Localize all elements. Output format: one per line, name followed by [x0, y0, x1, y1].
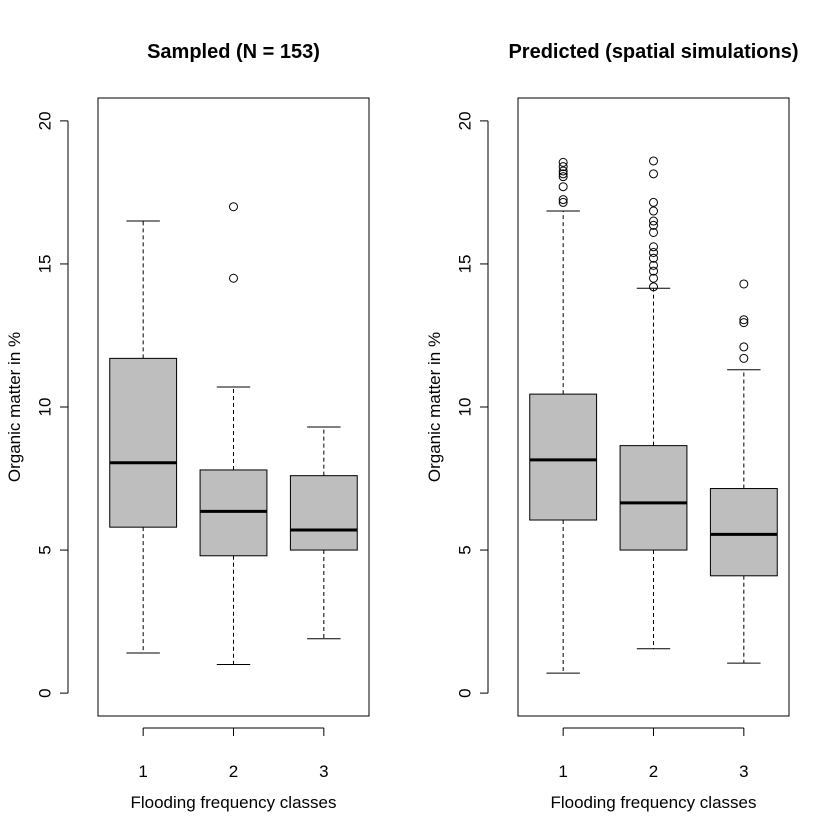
- chart-title: Sampled (N = 153): [147, 41, 320, 63]
- y-tick-label: 5: [455, 545, 474, 554]
- x-axis-label: Flooding frequency classes: [130, 793, 336, 812]
- outlier-point: [649, 156, 658, 166]
- y-tick-label: 10: [35, 398, 54, 417]
- iqr-box: [289, 475, 358, 551]
- x-tick-label: 2: [649, 762, 658, 781]
- x-tick-label: 1: [558, 762, 567, 781]
- y-tick-label: 0: [35, 688, 54, 697]
- panel-1: Sampled (N = 153) 0 5 10 15 20 Organic matter …: [5, 41, 370, 812]
- outlier-point: [558, 172, 568, 182]
- iqr-box: [529, 393, 598, 521]
- y-tick-label: 20: [35, 111, 54, 130]
- outlier-point: [558, 166, 568, 176]
- outlier-point: [649, 260, 658, 270]
- outlier-point: [229, 202, 238, 212]
- y-axis-label: Organic matter in %: [425, 332, 444, 482]
- outlier-point: [649, 266, 658, 276]
- outlier-point: [649, 206, 658, 216]
- box-category-1: [529, 157, 598, 674]
- y-axis-label: Organic matter in %: [5, 332, 24, 482]
- plot-frame: [97, 97, 370, 717]
- outlier-point: [649, 248, 658, 257]
- outlier-point: [558, 157, 568, 167]
- box-category-3: [289, 426, 358, 640]
- outlier-point: [649, 216, 658, 226]
- outlier-point: [649, 282, 658, 292]
- outlier-point: [649, 220, 658, 230]
- y-tick-label: 20: [455, 111, 474, 130]
- x-axis-label: Flooding frequency classes: [550, 793, 756, 812]
- outlier-point: [739, 279, 749, 289]
- y-tick-label: 0: [455, 688, 474, 697]
- outlier-point: [649, 169, 658, 179]
- box-category-2: [619, 156, 688, 650]
- outlier-point: [649, 242, 658, 252]
- outlier-point: [649, 273, 658, 283]
- y-tick-label: 15: [455, 254, 474, 273]
- outlier-point: [558, 197, 568, 207]
- box-category-3: [709, 279, 778, 664]
- chart-title: Predicted (spatial simulations): [508, 41, 798, 63]
- outlier-point: [229, 273, 238, 283]
- y-tick-label: 15: [35, 254, 54, 273]
- outlier-point: [558, 169, 568, 179]
- x-tick-label: 2: [229, 762, 238, 781]
- panel-2: Predicted (spatial simulations) 0 5 10 15 20 O…: [425, 41, 799, 812]
- x-tick-label: 1: [138, 762, 147, 781]
- iqr-box: [709, 488, 778, 577]
- plot-frame: [517, 97, 790, 717]
- outlier-point: [649, 197, 658, 207]
- outlier-point: [649, 227, 658, 237]
- outlier-point: [739, 353, 749, 363]
- outlier-point: [739, 315, 749, 325]
- outlier-point: [558, 162, 568, 172]
- outlier-point: [739, 342, 749, 352]
- y-tick-label: 10: [455, 398, 474, 417]
- box-category-1: [109, 220, 178, 654]
- y-tick-label: 5: [35, 545, 54, 554]
- iqr-box: [619, 445, 688, 551]
- outlier-point: [558, 195, 568, 205]
- outlier-point: [649, 253, 658, 263]
- iqr-box: [109, 357, 178, 528]
- outlier-point: [558, 182, 568, 192]
- outlier-point: [739, 318, 749, 328]
- x-tick-label: 3: [739, 762, 748, 781]
- box-category-2: [199, 202, 268, 665]
- x-tick-label: 3: [319, 762, 328, 781]
